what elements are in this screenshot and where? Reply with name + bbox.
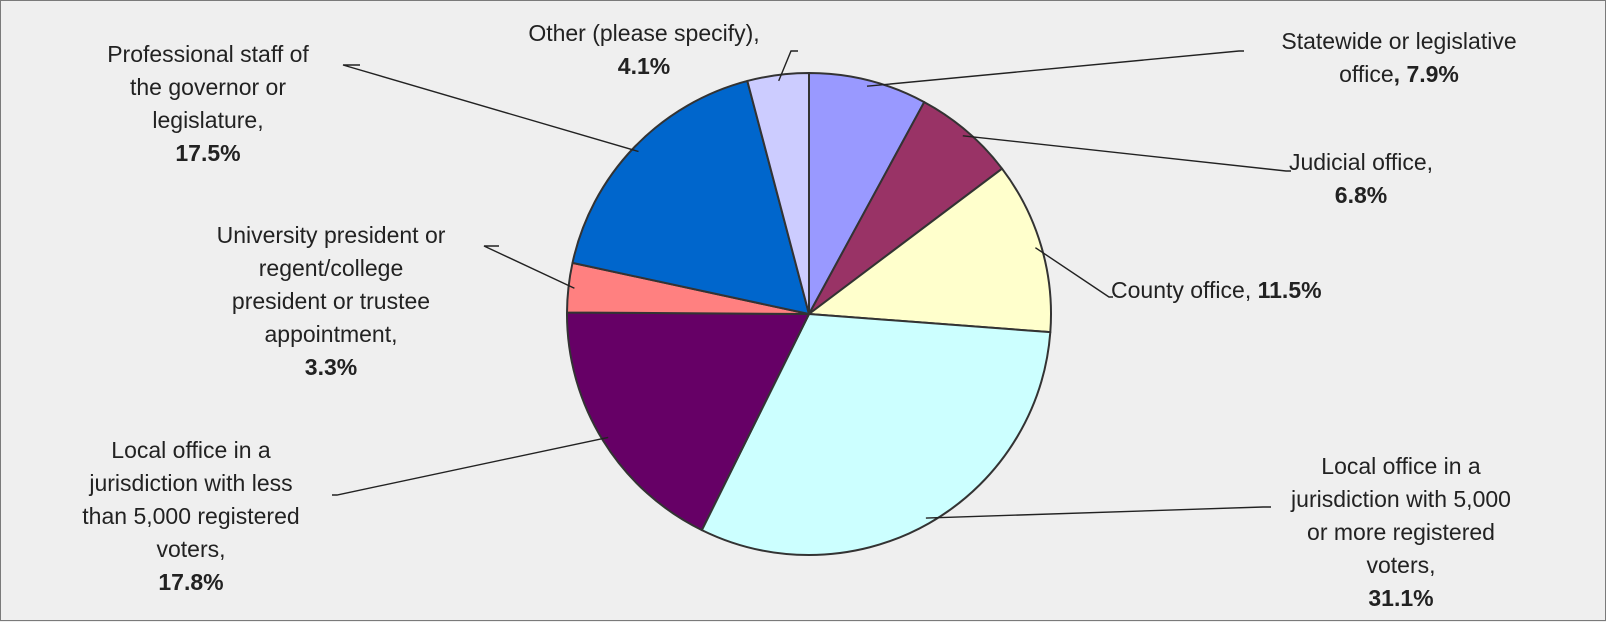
label-university-line-4: appointment,: [181, 318, 481, 351]
label-judicial-percent: 6.8%: [1261, 179, 1461, 212]
label-statewide-line-1: Statewide or legislative: [1239, 25, 1559, 58]
leader-line-statewide: [867, 51, 1244, 86]
label-statewide-percent: 7.9%: [1406, 61, 1458, 87]
label-professional: Professional staff of the governor or le…: [63, 38, 353, 170]
label-university-percent: 3.3%: [181, 351, 481, 384]
label-local-large-line-3: or more registered: [1241, 516, 1561, 549]
label-local-small-line-1: Local office in a: [41, 434, 341, 467]
label-statewide-text: office: [1339, 61, 1394, 87]
label-local-small-line-4: voters,: [41, 533, 341, 566]
label-university-line-3: president or trustee: [181, 285, 481, 318]
leader-line-local-small: [332, 437, 608, 495]
label-other-percent: 4.1%: [479, 50, 809, 83]
label-university-line-1: University president or: [181, 219, 481, 252]
leader-line-university: [484, 246, 574, 288]
label-university-line-2: regent/college: [181, 252, 481, 285]
label-professional-percent: 17.5%: [63, 137, 353, 170]
label-professional-line-1: Professional staff of: [63, 38, 353, 71]
label-university: University president or regent/college p…: [181, 219, 481, 384]
label-local-large-line-4: voters,: [1241, 549, 1561, 582]
label-local-large-percent: 31.1%: [1241, 582, 1561, 615]
label-local-small-line-3: than 5,000 registered: [41, 500, 341, 533]
label-county: County office, 11.5%: [1111, 274, 1322, 307]
leader-line-judicial: [963, 136, 1291, 171]
label-other-text: Other (please specify),: [479, 17, 809, 50]
label-local-large: Local office in a jurisdiction with 5,00…: [1241, 450, 1561, 615]
label-professional-line-2: the governor or: [63, 71, 353, 104]
label-judicial-text: Judicial office,: [1261, 146, 1461, 179]
label-statewide-line-2: office, 7.9%: [1239, 58, 1559, 91]
label-statewide-sep: ,: [1394, 61, 1407, 87]
label-judicial: Judicial office, 6.8%: [1261, 146, 1461, 212]
label-local-large-line-1: Local office in a: [1241, 450, 1561, 483]
label-statewide: Statewide or legislative office, 7.9%: [1239, 25, 1559, 91]
label-county-text: County office,: [1111, 277, 1251, 303]
label-county-percent: 11.5%: [1258, 277, 1322, 303]
label-other: Other (please specify), 4.1%: [479, 17, 809, 83]
leader-line-local-large: [926, 507, 1271, 518]
label-local-small-line-2: jurisdiction with less: [41, 467, 341, 500]
label-local-small: Local office in a jurisdiction with less…: [41, 434, 341, 599]
label-local-small-percent: 17.8%: [41, 566, 341, 599]
label-local-large-line-2: jurisdiction with 5,000: [1241, 483, 1561, 516]
label-professional-line-3: legislature,: [63, 104, 353, 137]
